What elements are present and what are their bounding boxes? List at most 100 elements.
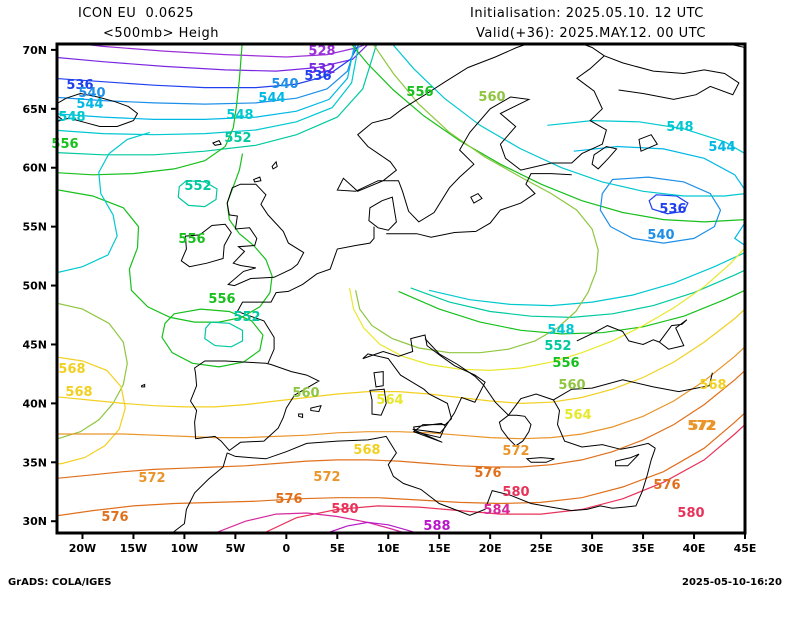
contour-label-572: 572 <box>687 419 714 434</box>
contour-556 <box>57 44 243 176</box>
x-tick-label: 40E <box>683 542 706 555</box>
grads-credit: GrADS: COLA/IGES <box>8 577 112 588</box>
coastline <box>236 226 375 364</box>
map-frame <box>55 42 747 535</box>
coastline <box>57 92 139 127</box>
contour-label-560: 560 <box>292 386 319 401</box>
coastline <box>386 173 572 238</box>
y-tick-label: 60N <box>22 162 47 175</box>
contour-556 <box>398 289 745 335</box>
x-tick-label: 45E <box>734 542 757 555</box>
contour-564 <box>348 247 745 372</box>
contour-label-552: 552 <box>544 339 571 354</box>
contour-label-580: 580 <box>677 506 704 521</box>
contour-536 <box>648 194 689 215</box>
contour-544 <box>573 145 745 246</box>
contour-label-552: 552 <box>224 131 251 146</box>
contour-label-548: 548 <box>666 120 693 135</box>
contour-552 <box>57 44 378 156</box>
contour-536 <box>57 44 360 89</box>
contour-label-560: 560 <box>478 90 505 105</box>
contour-label-536: 536 <box>659 202 686 217</box>
coastline <box>638 134 659 152</box>
contour-label-576: 576 <box>653 478 680 493</box>
coastline <box>576 319 688 350</box>
contour-label-580: 580 <box>502 485 529 500</box>
contour-label-564: 564 <box>376 393 403 408</box>
contour-label-540: 540 <box>78 86 105 101</box>
contour-label-536: 536 <box>304 69 331 84</box>
contour-576 <box>57 369 745 479</box>
coastline <box>253 176 262 183</box>
contour-label-540: 540 <box>271 77 298 92</box>
y-tick-label: 55N <box>22 221 47 234</box>
coastline <box>227 435 656 516</box>
contour-label-556: 556 <box>552 356 579 371</box>
contour-584 <box>214 512 405 533</box>
contour-label-580: 580 <box>331 502 358 517</box>
y-tick-label: 70N <box>22 44 47 57</box>
coastlines <box>57 44 773 533</box>
x-tick-label: 0 <box>283 542 291 555</box>
x-axis-ticks: 20W 15W 10W 5W 0 5E 10E 15E 20E 25E 30E 35E 40E 45E <box>69 533 757 555</box>
contour-548 <box>57 44 360 136</box>
x-tick-label: 15E <box>428 542 451 555</box>
contour-label-572: 572 <box>689 419 716 434</box>
x-tick-label: 15W <box>120 542 147 555</box>
contour-560 <box>355 44 599 354</box>
contour-label-556: 556 <box>178 232 205 247</box>
coastline <box>189 360 320 452</box>
contour-588 <box>326 521 417 533</box>
coastline <box>310 405 322 413</box>
contour-label-572: 572 <box>138 471 165 486</box>
contour-540 <box>599 176 722 244</box>
contour-580 <box>263 424 745 533</box>
contour-label-536: 536 <box>66 78 93 93</box>
coastline <box>373 371 384 388</box>
coastline <box>761 349 773 391</box>
y-tick-label: 30N <box>22 515 47 528</box>
contour-label-576: 576 <box>275 492 302 507</box>
contour-label-572: 572 <box>313 470 340 485</box>
contour-528 <box>76 44 369 58</box>
coastline <box>525 457 555 463</box>
contour-label-544: 544 <box>258 91 285 106</box>
x-tick-label: 10W <box>171 542 198 555</box>
y-tick-label: 35N <box>22 456 47 469</box>
contour-548 <box>547 119 745 155</box>
contour-label-572: 572 <box>502 444 529 459</box>
coastline <box>171 452 228 533</box>
map-background <box>57 44 745 533</box>
x-tick-label: 5E <box>330 542 345 555</box>
y-tick-label: 40N <box>22 397 47 410</box>
contour-label-548: 548 <box>226 108 253 123</box>
x-tick-label: 5W <box>225 542 245 555</box>
contour-label-556: 556 <box>208 292 235 307</box>
contour-label-576: 576 <box>101 510 128 525</box>
contour-label-568: 568 <box>65 385 92 400</box>
x-tick-label: 35E <box>632 542 655 555</box>
contour-label-584: 584 <box>483 503 510 518</box>
contour-label-528: 528 <box>308 44 335 59</box>
contour-label-532: 532 <box>308 62 335 77</box>
contour-552 <box>177 180 218 208</box>
model-title: ICON EU 0.0625 <box>78 6 194 21</box>
contour-568 <box>57 356 126 465</box>
contour-label-564: 564 <box>564 408 591 423</box>
coastline <box>336 44 607 223</box>
contour-552 <box>410 269 745 319</box>
coastline <box>141 383 146 388</box>
x-tick-label: 10E <box>377 542 400 555</box>
coastline <box>604 55 740 100</box>
contour-label-568: 568 <box>699 378 726 393</box>
coastline <box>498 414 532 447</box>
contour-532 <box>57 44 370 72</box>
contour-548 <box>57 131 150 274</box>
coastline <box>591 145 618 170</box>
coastline <box>470 192 483 204</box>
coastline <box>413 422 446 439</box>
render-timestamp: 2025-05-10-16:20 <box>682 577 782 588</box>
coastline <box>212 139 222 146</box>
